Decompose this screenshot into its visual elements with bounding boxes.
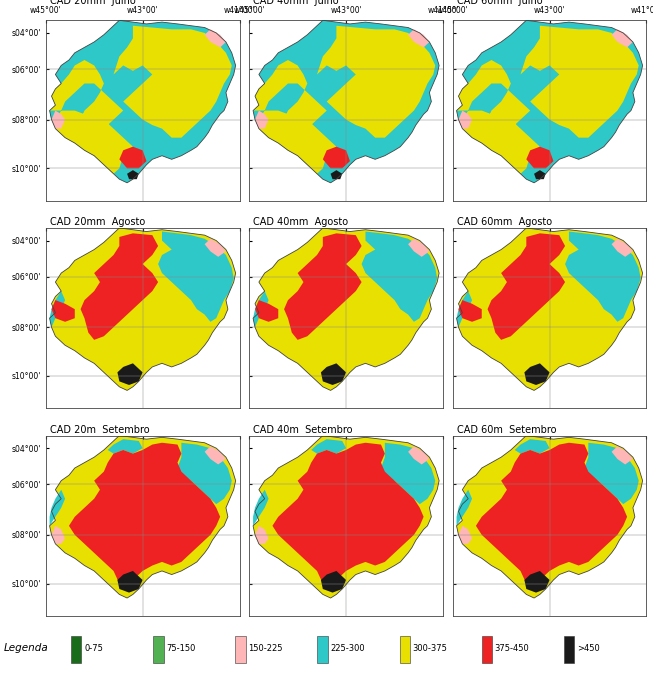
Text: Legenda: Legenda — [3, 643, 48, 653]
Polygon shape — [69, 443, 220, 589]
Text: CAD 20mm  Agosto: CAD 20mm Agosto — [50, 217, 145, 227]
Text: 0-75: 0-75 — [84, 644, 103, 653]
Text: 150-225: 150-225 — [248, 644, 283, 653]
Polygon shape — [330, 170, 342, 179]
Polygon shape — [253, 20, 439, 183]
Polygon shape — [565, 232, 641, 322]
Polygon shape — [515, 439, 550, 454]
Bar — [400, 636, 410, 663]
Polygon shape — [127, 170, 138, 179]
Polygon shape — [321, 364, 346, 385]
Text: CAD 20mm  Julho: CAD 20mm Julho — [50, 0, 135, 5]
Polygon shape — [381, 443, 436, 504]
Bar — [482, 636, 492, 663]
Polygon shape — [50, 20, 236, 183]
Polygon shape — [458, 110, 472, 129]
Polygon shape — [158, 232, 234, 322]
Polygon shape — [204, 446, 226, 464]
Polygon shape — [488, 234, 565, 340]
Polygon shape — [253, 489, 268, 526]
Polygon shape — [612, 446, 633, 464]
Polygon shape — [50, 489, 65, 526]
Polygon shape — [253, 228, 439, 391]
Polygon shape — [456, 228, 643, 391]
Polygon shape — [458, 526, 472, 544]
Text: 375-450: 375-450 — [494, 644, 530, 653]
Bar — [71, 636, 82, 663]
Polygon shape — [456, 489, 472, 526]
Polygon shape — [476, 443, 627, 589]
Polygon shape — [458, 300, 482, 322]
Text: CAD 60mm  Agosto: CAD 60mm Agosto — [456, 217, 552, 227]
Polygon shape — [323, 147, 350, 169]
Polygon shape — [456, 291, 472, 327]
Text: CAD 40mm  Agosto: CAD 40mm Agosto — [253, 217, 348, 227]
Polygon shape — [317, 26, 436, 137]
Polygon shape — [255, 300, 278, 322]
Polygon shape — [408, 29, 430, 47]
Polygon shape — [612, 239, 633, 257]
Polygon shape — [408, 446, 430, 464]
Polygon shape — [108, 439, 142, 454]
Polygon shape — [524, 364, 550, 385]
Polygon shape — [204, 239, 226, 257]
Polygon shape — [284, 234, 362, 340]
Polygon shape — [520, 26, 639, 137]
Text: CAD 20m  Setembro: CAD 20m Setembro — [50, 424, 150, 435]
Polygon shape — [311, 439, 346, 454]
Polygon shape — [50, 291, 65, 327]
Polygon shape — [80, 234, 158, 340]
Polygon shape — [50, 60, 133, 174]
Text: CAD 40mm  Julho: CAD 40mm Julho — [253, 0, 339, 5]
Polygon shape — [52, 526, 65, 544]
Polygon shape — [253, 435, 439, 598]
Polygon shape — [50, 228, 236, 391]
Bar — [235, 636, 246, 663]
Polygon shape — [114, 26, 232, 137]
Polygon shape — [584, 443, 639, 504]
Polygon shape — [204, 29, 226, 47]
Polygon shape — [456, 435, 643, 598]
Polygon shape — [253, 291, 268, 327]
Polygon shape — [321, 571, 346, 592]
Bar — [564, 636, 574, 663]
Text: 300-375: 300-375 — [413, 644, 447, 653]
Polygon shape — [255, 526, 268, 544]
Text: 225-300: 225-300 — [330, 644, 365, 653]
Text: CAD 60m  Setembro: CAD 60m Setembro — [456, 424, 556, 435]
Polygon shape — [253, 60, 336, 174]
Polygon shape — [456, 60, 540, 174]
Text: CAD 60mm  Julho: CAD 60mm Julho — [456, 0, 542, 5]
Polygon shape — [52, 300, 75, 322]
Polygon shape — [118, 364, 142, 385]
Polygon shape — [362, 232, 437, 322]
Polygon shape — [408, 239, 430, 257]
Polygon shape — [524, 571, 550, 592]
Polygon shape — [119, 147, 146, 169]
Text: 75-150: 75-150 — [166, 644, 195, 653]
Bar — [317, 636, 328, 663]
Text: CAD 40m  Setembro: CAD 40m Setembro — [253, 424, 353, 435]
Polygon shape — [612, 29, 633, 47]
Polygon shape — [272, 443, 424, 589]
Polygon shape — [50, 435, 236, 598]
Bar — [153, 636, 163, 663]
Polygon shape — [456, 20, 643, 183]
Polygon shape — [118, 571, 142, 592]
Polygon shape — [52, 110, 65, 129]
Polygon shape — [178, 443, 232, 504]
Polygon shape — [526, 147, 554, 169]
Polygon shape — [534, 170, 546, 179]
Text: >450: >450 — [577, 644, 599, 653]
Polygon shape — [255, 110, 268, 129]
